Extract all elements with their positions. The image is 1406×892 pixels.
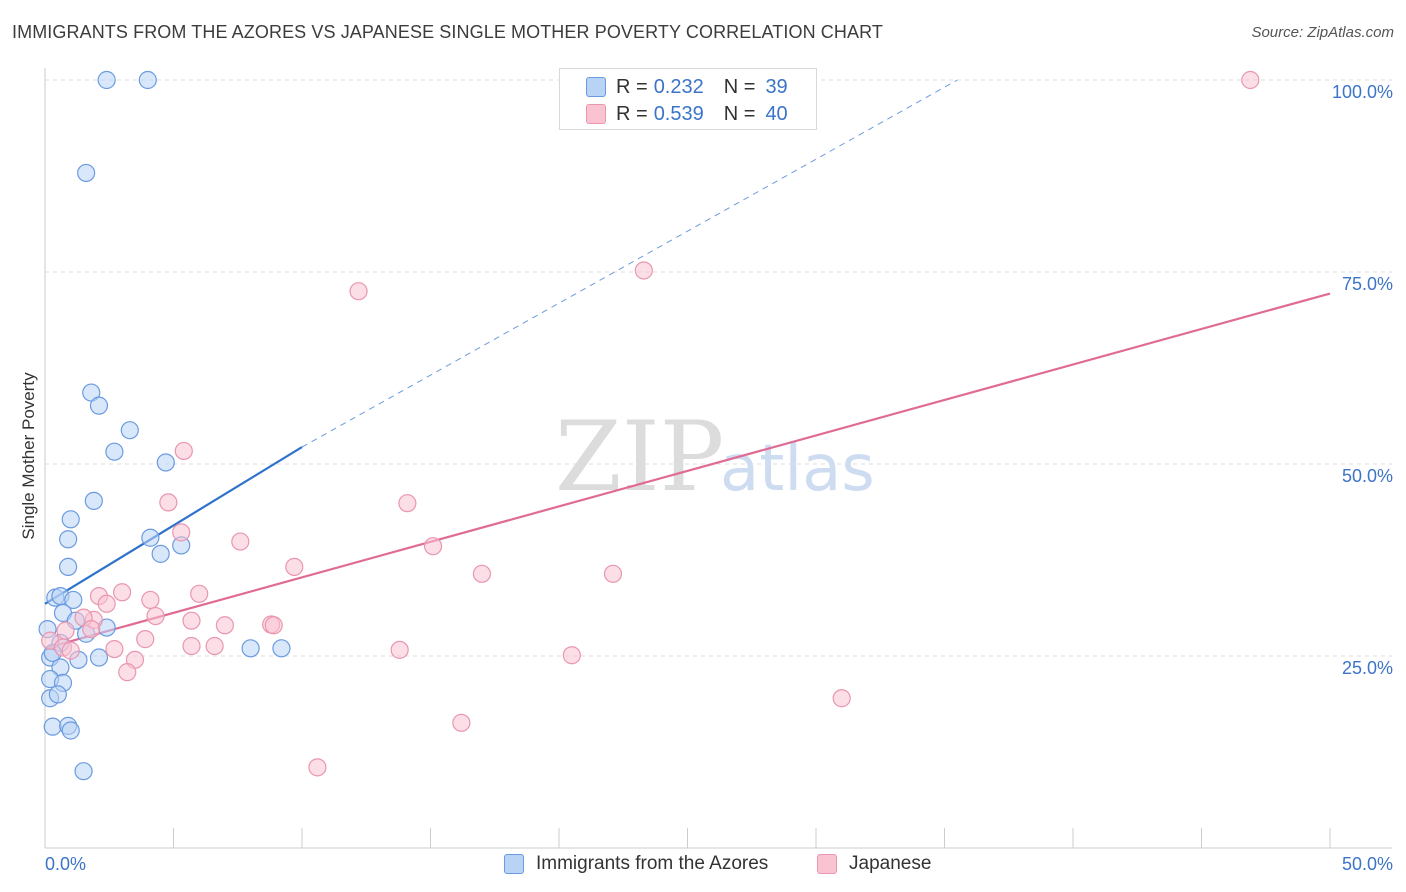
data-point-series-2 [136,630,155,649]
legend-r-label: R = [616,102,648,125]
bottom-legend-swatch-series-1 [504,854,524,874]
data-point-series-1 [61,510,80,529]
axis-layer: 25.0% 50.0% 75.0% 100.0% 0.0% 50.0% [44,68,1393,874]
chart-source: Source: ZipAtlas.com [1251,24,1394,41]
data-point-series-2 [146,606,165,626]
data-point-series-1 [105,442,124,461]
data-point-series-2 [1241,70,1260,90]
data-point-series-1 [59,530,78,549]
data-point-series-2 [832,689,851,708]
data-point-series-2 [56,621,75,640]
data-point-series-1 [64,590,83,610]
bottom-legend-label-series-2: Japanese [849,853,932,874]
data-point-series-2 [97,594,116,613]
data-point-series-1 [43,717,62,736]
data-point-series-1 [156,453,175,472]
legend-r-label: R = [616,75,648,98]
data-point-series-1 [61,721,80,740]
data-point-series-2 [264,616,283,635]
data-point-series-1 [97,70,116,90]
legend-swatch-series-2 [586,104,606,124]
data-point-series-2 [105,639,124,659]
legend-r-value: 0.232 [653,75,704,98]
data-point-series-1 [59,557,78,577]
data-point-series-2 [472,564,491,583]
data-point-series-2 [562,646,581,665]
data-point-series-1 [48,685,67,704]
data-point-series-2 [603,564,623,583]
legend: R = 0.232 N = 39 R = 0.539 N = 40 [559,68,817,130]
x-tick-label: 50.0% [1342,854,1393,874]
y-tick-label: 75.0% [1342,274,1393,294]
legend-n-value: 39 [765,75,788,98]
trend-layer [44,79,1331,650]
data-point-series-2 [159,493,178,512]
trend-line-series-1 [44,446,303,605]
bottom-legend-swatch-series-2 [817,854,837,874]
data-point-series-2 [349,282,368,301]
data-point-series-1 [120,421,139,440]
data-point-series-1 [77,163,96,183]
legend-n-label: N = [723,102,756,125]
data-point-series-2 [398,494,417,513]
data-point-series-1 [74,762,93,781]
trend-line-series-2 [44,292,1331,650]
y-tick-label: 25.0% [1342,658,1393,678]
data-point-series-2 [205,636,224,656]
x-tick-label: 0.0% [45,854,86,874]
data-point-series-1 [151,544,170,563]
y-axis-label: Single Mother Poverty [19,372,38,540]
legend-row-series-2: R = 0.539 N = 40 [586,102,788,126]
data-point-series-2 [82,620,101,639]
legend-n-label: N = [723,75,756,98]
points-layer [38,70,1260,781]
legend-swatch-series-1 [586,77,606,97]
data-point-series-2 [141,590,160,610]
data-point-series-2 [634,261,653,280]
y-tick-label: 50.0% [1342,466,1393,486]
data-point-series-1 [89,648,109,667]
data-point-series-1 [241,639,260,658]
bottom-legend-series-1: Immigrants from the Azores [504,852,768,876]
data-point-series-1 [89,396,109,415]
data-point-series-2 [215,616,234,635]
data-point-series-2 [452,713,471,732]
data-point-series-2 [423,537,443,556]
data-point-series-2 [112,583,132,602]
trend-line-extension-series-1 [301,79,958,448]
chart-title: IMMIGRANTS FROM THE AZORES VS JAPANESE S… [12,22,883,42]
legend-row-series-1: R = 0.232 N = 39 [586,75,788,99]
data-point-series-1 [138,70,157,90]
data-point-series-1 [84,491,103,510]
data-point-series-2 [174,441,193,461]
data-point-series-2 [172,523,191,542]
data-point-series-2 [308,758,327,777]
data-point-series-2 [285,557,304,577]
data-point-series-2 [190,584,209,603]
bottom-legend-label-series-1: Immigrants from the Azores [536,853,769,874]
watermark-zip: ZIP [555,401,724,513]
data-point-series-2 [182,636,201,656]
legend-r-value: 0.539 [653,102,704,125]
grid-layer [45,79,1392,657]
data-point-series-1 [272,639,291,658]
watermark: ZIP atlas [555,401,875,513]
data-point-series-2 [182,611,201,630]
bottom-legend-series-2: Japanese [817,852,931,876]
legend-n-value: 40 [765,102,788,125]
data-point-series-2 [118,663,137,682]
data-point-series-2 [61,641,80,660]
data-point-series-2 [390,640,409,659]
watermark-atlas: atlas [720,432,875,506]
data-point-series-1 [141,528,160,547]
data-point-series-2 [231,532,250,551]
y-tick-label: 100.0% [1332,82,1393,102]
